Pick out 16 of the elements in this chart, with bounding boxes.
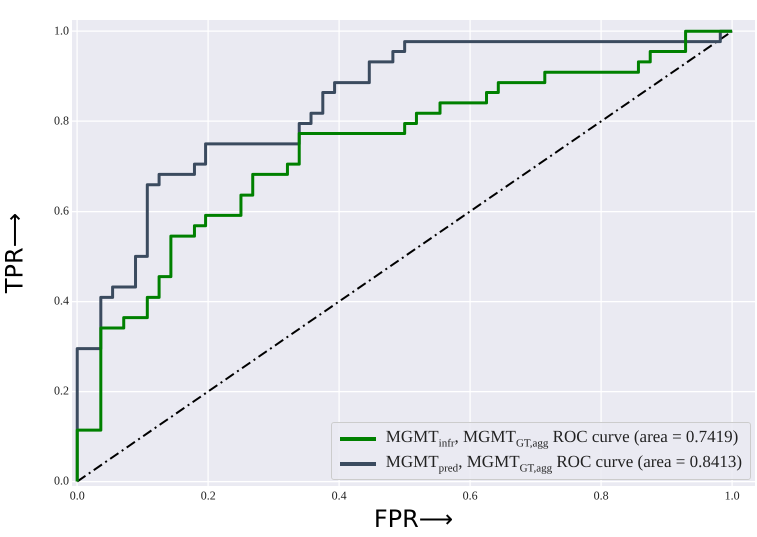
legend-label: MGMT$_{pred}$, MGMT$_{GT,agg}$ ROC curve (area = 0.8413) <box>386 452 742 475</box>
y-tick-label: 0.2 <box>54 384 69 398</box>
y-axis-title: TPR⟶ <box>0 212 29 294</box>
x-tick-label: 0.2 <box>200 488 216 502</box>
y-tick-label: 0.4 <box>54 294 69 308</box>
x-tick-label: 0.4 <box>332 488 347 502</box>
x-tick-label: 0.8 <box>594 488 609 502</box>
x-axis-title: FPR⟶ <box>374 504 454 533</box>
y-tick-label: 0.6 <box>54 204 69 218</box>
x-tick-label: 0.0 <box>70 488 85 502</box>
y-tick-label: 0.8 <box>54 113 69 128</box>
x-tick-label: 0.6 <box>462 488 478 502</box>
x-tick-label: 1.0 <box>724 488 740 502</box>
legend-label: MGMT$_{infr}$, MGMT$_{GT,agg}$ ROC curve (area = 0.7419) <box>386 427 738 450</box>
y-tick-label: 0.0 <box>54 474 69 488</box>
y-tick-label: 1.0 <box>54 23 69 38</box>
